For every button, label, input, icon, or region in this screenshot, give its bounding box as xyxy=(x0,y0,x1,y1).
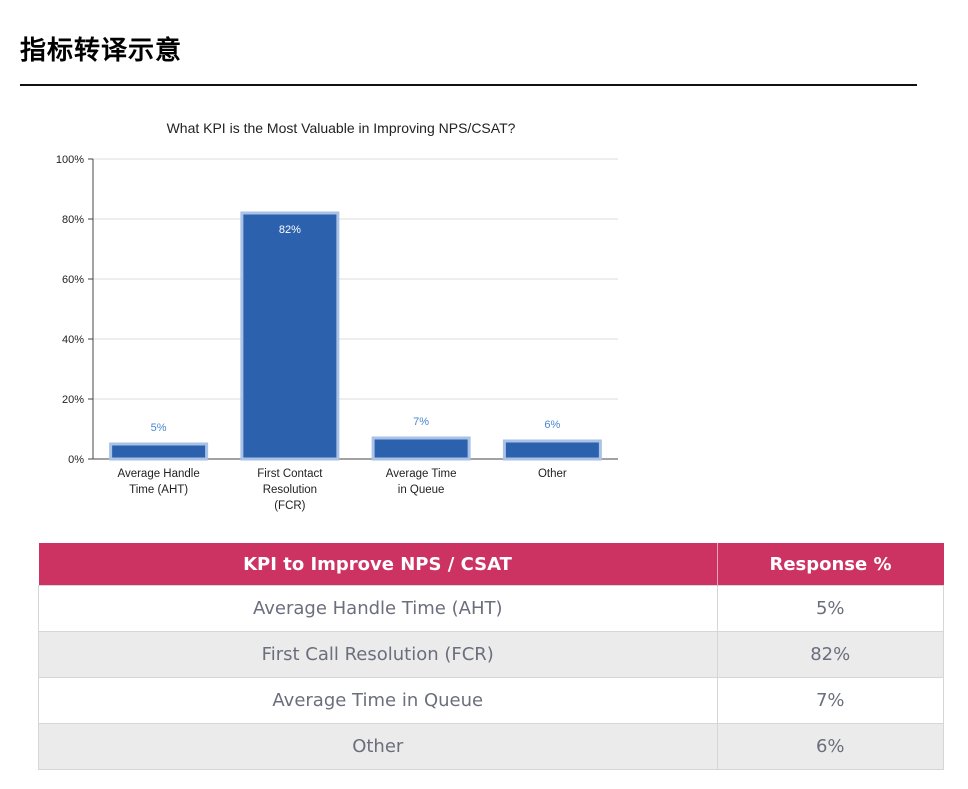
column-header-kpi: KPI to Improve NPS / CSAT xyxy=(38,543,718,586)
chart-data-labels: 5% 82% 7% 6% xyxy=(151,224,561,434)
table-row: Other 6% xyxy=(38,723,944,770)
y-axis-ticks: 0% 20% 40% 60% 80% 100% xyxy=(56,154,93,466)
table-cell-kpi: Other xyxy=(38,723,718,770)
x-category-label: Average Handle xyxy=(117,468,199,480)
table-header-row: KPI to Improve NPS / CSAT Response % xyxy=(38,543,944,586)
bar xyxy=(371,436,471,461)
x-category-label: Other xyxy=(538,468,567,480)
table-row: First Call Resolution (FCR) 82% xyxy=(38,631,944,678)
x-category-label: Average Time xyxy=(386,468,457,480)
table-cell-response: 5% xyxy=(716,585,944,632)
y-tick-label: 20% xyxy=(62,394,84,406)
x-axis-categories: Average Handle Time (AHT) First Contact Res… xyxy=(117,468,566,512)
table-cell-response: 82% xyxy=(716,631,944,678)
table-cell-kpi: Average Handle Time (AHT) xyxy=(38,585,718,632)
column-header-response: Response % xyxy=(717,543,944,586)
y-tick-label: 0% xyxy=(68,454,84,466)
bar-chart: What KPI is the Most Valuable in Improvi… xyxy=(56,120,618,512)
table-cell-response: 7% xyxy=(716,677,944,724)
x-category-label: in Queue xyxy=(398,484,445,496)
x-category-label: (FCR) xyxy=(274,500,305,512)
chart-bars xyxy=(109,211,602,461)
x-category-label: Resolution xyxy=(263,484,317,496)
bar xyxy=(502,439,602,461)
x-category-label: First Contact xyxy=(257,468,323,480)
kpi-table: KPI to Improve NPS / CSAT Response % Ave… xyxy=(38,543,944,770)
table-row: Average Time in Queue 7% xyxy=(38,677,944,724)
data-label: 5% xyxy=(151,422,167,434)
chart-axes xyxy=(92,159,618,460)
data-label: 82% xyxy=(279,224,301,236)
data-label: 6% xyxy=(544,419,560,431)
y-tick-label: 60% xyxy=(62,274,84,286)
title-divider xyxy=(20,84,917,86)
y-tick-label: 40% xyxy=(62,334,84,346)
data-label: 7% xyxy=(413,416,429,428)
y-tick-label: 100% xyxy=(56,154,84,166)
bar xyxy=(109,442,209,461)
x-category-label: Time (AHT) xyxy=(129,484,188,496)
y-tick-label: 80% xyxy=(62,214,84,226)
page-title: 指标转译示意 xyxy=(20,36,183,66)
table-cell-kpi: First Call Resolution (FCR) xyxy=(38,631,718,678)
chart-title: What KPI is the Most Valuable in Improvi… xyxy=(167,120,516,136)
table-cell-response: 6% xyxy=(716,723,944,770)
bar xyxy=(240,211,340,461)
table-cell-kpi: Average Time in Queue xyxy=(38,677,718,724)
chart-gridlines xyxy=(93,158,618,400)
table-row: Average Handle Time (AHT) 5% xyxy=(38,585,944,632)
